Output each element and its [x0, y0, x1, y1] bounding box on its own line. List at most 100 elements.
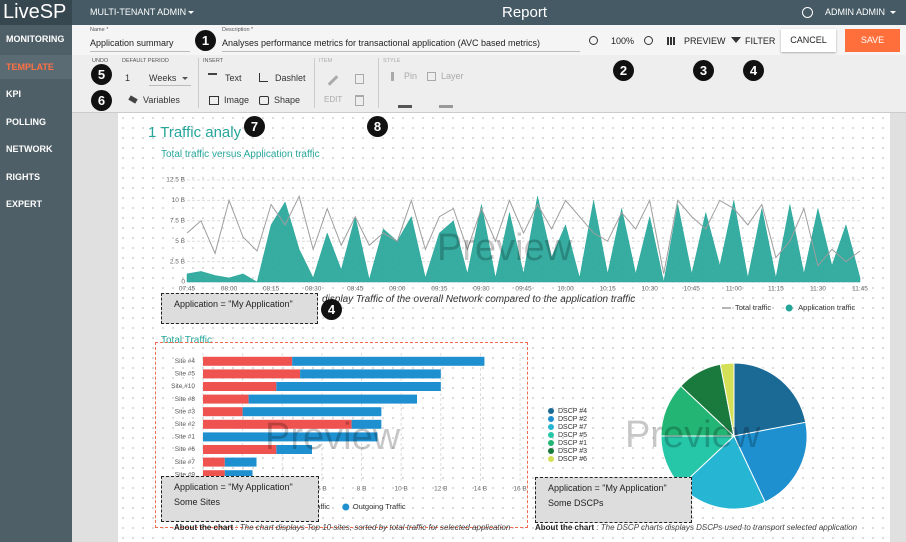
period-unit[interactable]: Weeks: [149, 73, 191, 86]
legend-swatch: [548, 432, 554, 438]
zoom-level: 100%: [611, 36, 635, 46]
y-tick-label: Site #5: [175, 371, 196, 378]
tenant-select[interactable]: MULTI-TENANT ADMIN: [90, 7, 187, 17]
insert-text[interactable]: Text: [225, 73, 242, 83]
insert-dashlet[interactable]: Dashlet: [275, 73, 306, 83]
zoom-out[interactable]: [589, 36, 598, 45]
pin-button: Pin: [404, 71, 418, 81]
edit-button: EDIT: [324, 95, 343, 104]
separator: [378, 58, 379, 108]
save-button[interactable]: SAVE: [845, 29, 900, 52]
y-tick-label: Site #7: [175, 459, 196, 466]
section-title[interactable]: 1 Traffic analy: [148, 124, 242, 141]
bar-segment: [300, 369, 441, 379]
x-tick-label: 10:00: [557, 286, 574, 293]
x-tick-label: 09:00: [389, 286, 406, 293]
legend-label: DSCP #5: [558, 432, 587, 439]
watermark: Preview: [265, 416, 401, 458]
y-tick-label: Site #3: [175, 408, 196, 415]
y-tick-label: 7.5 B: [170, 218, 185, 225]
legend-label: DSCP #2: [558, 416, 587, 423]
legend-swatch: [342, 503, 350, 511]
copy-icon: [355, 74, 364, 84]
menu-item[interactable]: TEMPLATE: [0, 54, 72, 79]
period-count[interactable]: 1: [125, 73, 131, 83]
y-tick-label: Site #2: [175, 421, 196, 428]
text-icon: [208, 73, 217, 75]
badge: 3: [693, 60, 714, 81]
menu-item[interactable]: KPI: [6, 89, 22, 99]
section-label: INSERT: [203, 58, 224, 64]
filter-button[interactable]: FILTER: [745, 36, 776, 46]
pin-icon: [391, 72, 394, 81]
insert-image[interactable]: Image: [224, 95, 250, 105]
logo[interactable]: LiveSP: [0, 0, 72, 25]
x-tick-label: 08:45: [347, 286, 364, 293]
menu-item[interactable]: NETWORK: [6, 144, 53, 154]
filter-line: Some Sites: [174, 497, 221, 507]
bar-segment: [248, 394, 418, 404]
section-label: UNDO: [92, 58, 109, 64]
pie-slice: [733, 362, 807, 437]
legend-swatch: [785, 304, 793, 312]
x-tick-label: 11:15: [768, 286, 784, 293]
legend-swatch: [548, 456, 554, 462]
x-tick-label: 10:45: [684, 286, 701, 293]
bar-segment: [203, 470, 225, 480]
layer-icon: [427, 72, 436, 81]
menu-item[interactable]: EXPERT: [6, 199, 43, 209]
name-input[interactable]: Application summary: [90, 38, 190, 52]
x-tick-label: 08:00: [221, 286, 238, 293]
badge: 5: [91, 64, 112, 85]
x-tick-label: 11:00: [726, 286, 742, 293]
cancel-button[interactable]: CANCEL: [781, 29, 836, 52]
badge: 1: [195, 30, 216, 51]
filter-box[interactable]: Application = "My Application" Some DSCPs: [535, 477, 692, 523]
bar-segment: [242, 407, 382, 417]
preview-button[interactable]: PREVIEW: [684, 36, 726, 46]
legend-label: Total traffic: [735, 303, 771, 312]
topbar: [72, 0, 906, 25]
menu-item[interactable]: POLLING: [6, 116, 46, 127]
note-label: About the chart: [535, 523, 595, 532]
layer-button: Layer: [441, 71, 464, 81]
name-label: Name *: [90, 27, 109, 33]
y-tick-label: Site #9: [175, 471, 196, 478]
bar-segment: [203, 419, 352, 429]
legend-swatch: [548, 424, 554, 430]
y-tick-label: 5 B: [175, 238, 185, 245]
fill-color[interactable]: [398, 105, 412, 108]
help-icon[interactable]: [802, 7, 813, 18]
y-tick-label: Site #6: [175, 446, 196, 453]
x-tick-label: 12 B: [434, 486, 447, 493]
filter-box[interactable]: Application = "My Application" Some Sites: [161, 476, 319, 522]
x-tick-label: 09:45: [515, 286, 532, 293]
legend-label: DSCP #1: [558, 440, 587, 447]
legend-label: DSCP #4: [558, 408, 587, 415]
user-menu[interactable]: ADMIN ADMIN: [825, 7, 886, 17]
description-input[interactable]: Analyses performance metrics for transac…: [222, 38, 580, 52]
menu-item[interactable]: RIGHTS: [6, 171, 41, 182]
bar-segment: [224, 457, 257, 467]
x-tick-label: 8 B: [357, 486, 367, 493]
watermark: Preview: [625, 414, 761, 456]
chart-subtitle: Total traffic versus Application traffic: [161, 149, 320, 160]
bar-segment: [292, 356, 485, 366]
zoom-in[interactable]: [644, 36, 653, 45]
dashlet-icon: [259, 73, 268, 82]
y-tick-label: Site #8: [175, 396, 196, 403]
menu-item[interactable]: MONITORING: [6, 34, 65, 44]
insert-shape[interactable]: Shape: [274, 95, 301, 105]
preview-icon: [667, 37, 675, 45]
selected-dashlet[interactable]: [155, 342, 528, 528]
bar-segment: [203, 369, 301, 379]
variables-button[interactable]: Variables: [143, 95, 180, 105]
page-title: Report: [502, 4, 548, 21]
border-color[interactable]: [439, 105, 453, 108]
filter-line: Application = "My Application": [548, 483, 667, 493]
y-tick-label: Site #10: [171, 383, 195, 390]
filter-box[interactable]: Application = "My Application": [161, 293, 318, 324]
section-label: STYLE: [383, 58, 401, 64]
y-tick-label: 0: [181, 279, 185, 286]
